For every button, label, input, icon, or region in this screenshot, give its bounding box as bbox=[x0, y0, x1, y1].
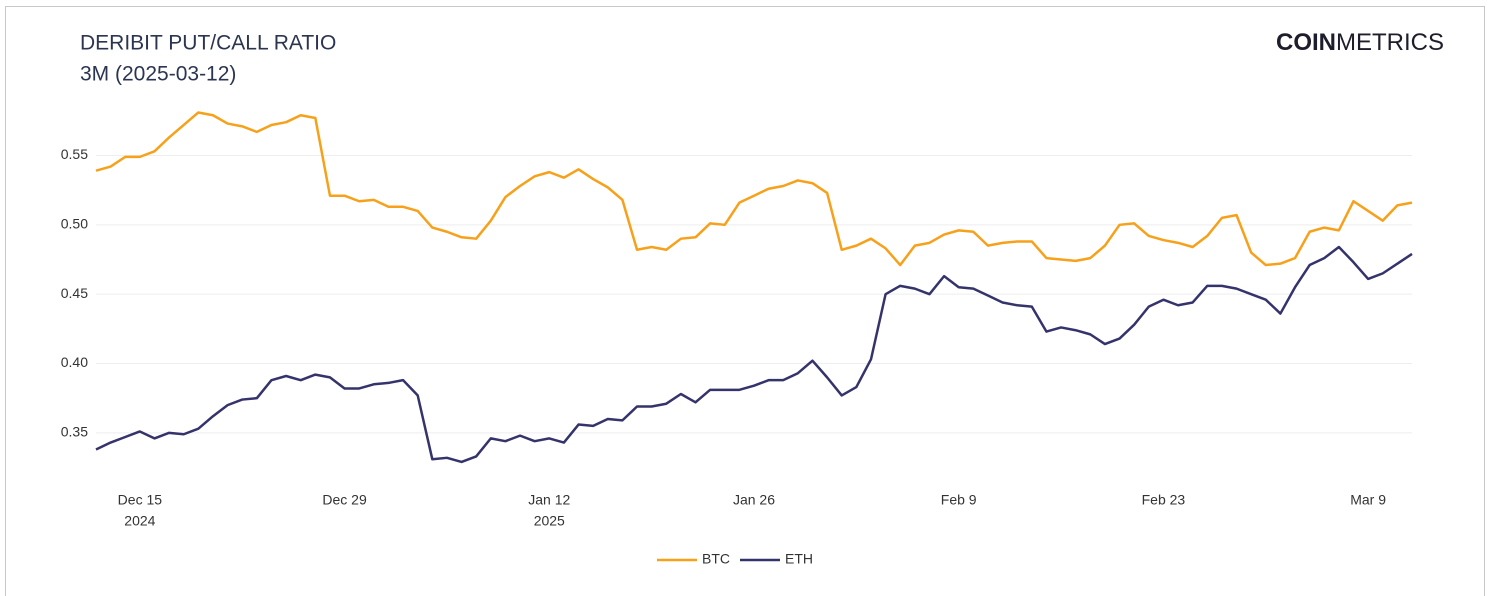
y-tick-label: 0.35 bbox=[61, 424, 88, 440]
y-tick-label: 0.40 bbox=[61, 354, 88, 370]
y-tick-label: 0.50 bbox=[61, 216, 88, 232]
x-tick-label: Jan 12 bbox=[528, 492, 570, 508]
x-tick-label: Dec 15 bbox=[118, 492, 163, 508]
x-tick-sublabel: 2025 bbox=[534, 513, 565, 529]
logo-light: METRICS bbox=[1336, 29, 1444, 56]
y-tick-label: 0.55 bbox=[61, 146, 88, 162]
x-tick-label: Feb 9 bbox=[941, 492, 977, 508]
chart-subtitle: 3M (2025-03-12) bbox=[80, 63, 236, 86]
legend-label: ETH bbox=[785, 551, 813, 567]
x-tick-label: Feb 23 bbox=[1142, 492, 1186, 508]
chart-title: DERIBIT PUT/CALL RATIO bbox=[80, 32, 336, 55]
x-tick-sublabel: 2024 bbox=[124, 513, 155, 529]
x-tick-label: Dec 29 bbox=[322, 492, 367, 508]
y-tick-label: 0.45 bbox=[61, 285, 88, 301]
logo: COINMETRICS bbox=[1276, 29, 1444, 56]
legend-label: BTC bbox=[702, 551, 730, 567]
logo-bold: COIN bbox=[1276, 29, 1336, 56]
x-tick-label: Jan 26 bbox=[733, 492, 775, 508]
line-series bbox=[95, 111, 1413, 267]
frame bbox=[5, 6, 1485, 596]
line-series bbox=[95, 245, 1413, 464]
x-tick-label: Mar 9 bbox=[1350, 492, 1386, 508]
